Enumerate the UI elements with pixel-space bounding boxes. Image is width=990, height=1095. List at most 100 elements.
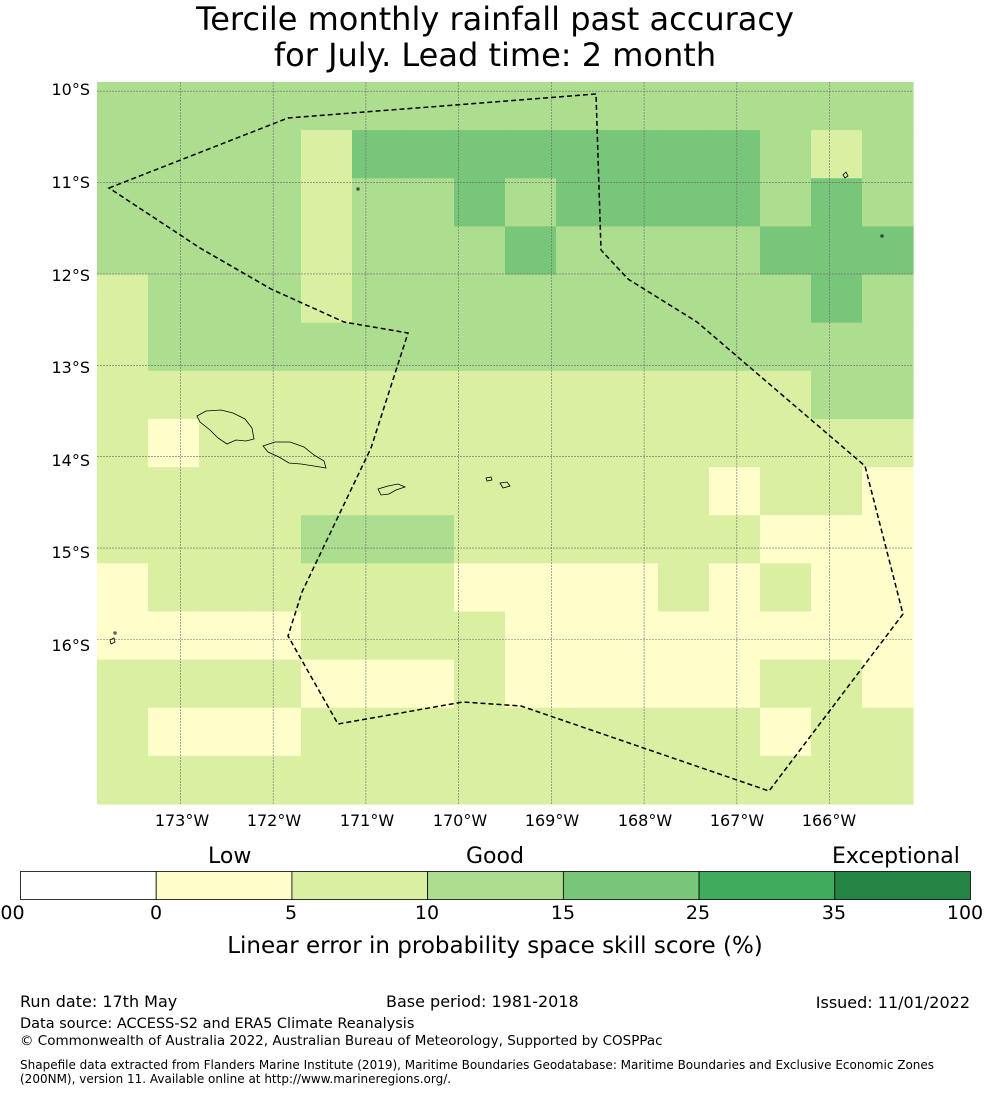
grid-cell [709,274,761,324]
grid-cell [454,322,506,372]
grid-cell [658,322,710,372]
grid-cell [250,226,302,276]
grid-cell [862,659,914,709]
colorbar-tick-15: 15 [550,902,576,924]
grid-cell [556,322,608,372]
grid-cell [352,418,404,468]
eez-boundary [107,93,904,792]
grid-cell [862,274,914,324]
grid-cell [454,515,506,564]
grid-cell [301,563,353,613]
grid-cell [403,226,455,276]
grid-cell [352,515,404,564]
grid-cell [607,130,659,179]
grid-cell [811,274,863,324]
grid-cell [97,130,149,179]
grid-cell [301,755,353,805]
grid-cell [199,515,251,564]
grid-cell [709,178,761,227]
grid-cell [811,130,863,179]
grid-cell [301,226,353,276]
grid-cell [811,370,863,420]
grid-cell [301,370,353,420]
grid-cell [199,370,251,420]
lat-label-13s: 13°S [51,358,90,377]
lat-label-15s: 15°S [51,543,90,562]
grid-cell [148,515,200,564]
grid-cell [199,130,251,179]
grid-cell [352,659,404,709]
grid-cell [250,467,302,516]
graticule [97,82,913,804]
grid-cell [811,515,863,564]
grid-cell [760,226,812,276]
grid-cell [607,322,659,372]
grid-cell [505,563,557,613]
grid-cell [607,274,659,324]
grid-cell [97,322,149,372]
grid-cell [811,659,863,709]
shapefile-credit-line2: (200NM), version 11. Available online at… [20,1072,452,1086]
grid-cell [403,611,455,661]
grid-cell [811,467,863,516]
grid-cell [658,130,710,179]
grid-cell [760,707,812,757]
grid-cell [199,659,251,709]
lon-label-171w: 171°W [339,811,395,830]
grid-cell [556,370,608,420]
grid-cell [250,515,302,564]
grid-cell [199,611,251,661]
grid-cell [199,274,251,324]
grid-cell [709,82,761,131]
grid-cell [709,418,761,468]
colorbar-label: Linear error in probability space skill … [227,933,763,959]
colorbar-tick-0: 0 [149,902,163,924]
grid-cell [607,611,659,661]
grid-cell [97,611,149,661]
grid-cell [199,418,251,468]
grid-cell [148,418,200,468]
grid-cell [862,322,914,372]
grid-cell [454,418,506,468]
grid-cell [505,322,557,372]
grid-cell [811,178,863,227]
grid-cell [454,467,506,516]
grid-cell [148,563,200,613]
grid-cell [148,274,200,324]
lon-label-170w: 170°W [432,811,488,830]
grid-cell [148,755,200,805]
grid-cell [760,563,812,613]
lon-label-173w: 173°W [154,811,210,830]
grid-cell [454,226,506,276]
grid-cell [862,563,914,613]
grid-cell [403,370,455,420]
grid-cell [301,467,353,516]
grid-cell [250,178,302,227]
lon-label-166w: 166°W [801,811,857,830]
colorbar-segment [20,871,157,900]
grid-cell [250,755,302,805]
grid-cell [709,659,761,709]
grid-cell [505,226,557,276]
grid-cell [709,563,761,613]
grid-cell [97,274,149,324]
island-niuafoou [109,637,116,645]
grid-cell [658,563,710,613]
grid-cell [556,611,608,661]
grid-cell [199,563,251,613]
colorbar [20,871,971,900]
colorbar-segment [155,871,293,900]
grid-cell [709,370,761,420]
colorbar-tick-minus100: -100 [0,902,25,924]
grid-cell [607,82,659,131]
grid-cell [556,755,608,805]
colorbar-segment [562,871,700,900]
grid-cell [301,274,353,324]
grid-cell [403,274,455,324]
lat-label-11s: 11°S [51,173,90,192]
grid-cell [199,226,251,276]
grid-cell [403,418,455,468]
grid-cell [556,130,608,179]
grid-cell [301,322,353,372]
